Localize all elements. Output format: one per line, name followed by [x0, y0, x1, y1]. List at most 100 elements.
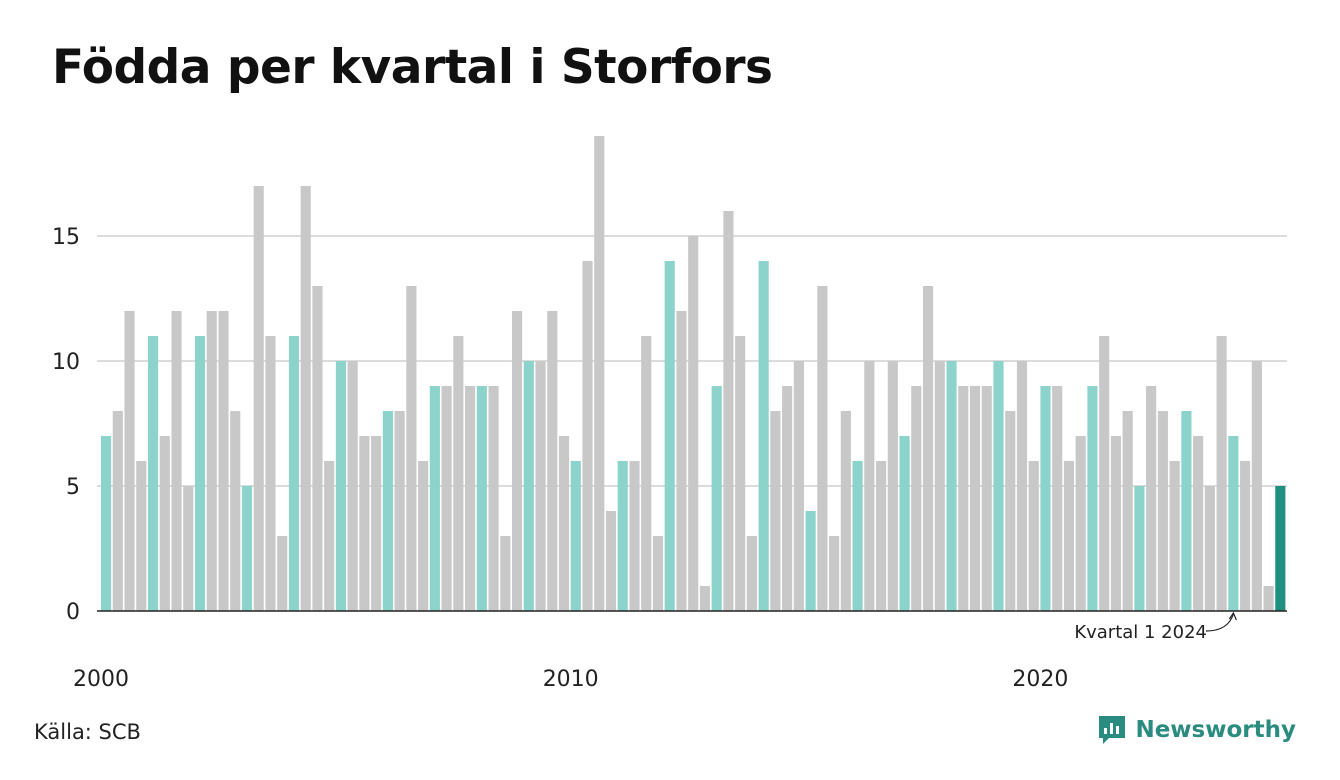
bar — [1216, 336, 1227, 611]
bar — [359, 436, 370, 611]
bar — [605, 511, 617, 611]
bar — [934, 361, 945, 611]
bar — [840, 411, 851, 611]
bar — [793, 361, 804, 611]
bar — [288, 336, 300, 611]
bar — [1193, 436, 1204, 611]
bar — [1005, 411, 1016, 611]
bar — [265, 336, 276, 611]
bar — [300, 186, 311, 611]
bar — [382, 411, 393, 611]
bar — [1122, 411, 1133, 611]
bar — [441, 386, 452, 611]
x-tick-label: 2000 — [73, 667, 129, 692]
bar — [1040, 386, 1051, 611]
bar — [723, 211, 734, 611]
bar — [101, 436, 112, 611]
x-tick-label: 2020 — [1012, 667, 1068, 692]
bar — [770, 411, 781, 611]
bar — [230, 411, 241, 611]
bar — [817, 286, 828, 611]
bar — [1204, 486, 1215, 611]
bar — [347, 361, 358, 611]
x-axis-labels: 2000 2010 2020 — [73, 667, 1068, 692]
y-axis-labels: 0 5 10 15 — [52, 225, 80, 625]
chart-title: Födda per kvartal i Storfors — [52, 40, 773, 95]
bar — [969, 386, 981, 611]
bar — [570, 461, 581, 611]
bar — [582, 261, 593, 611]
bar — [206, 311, 217, 611]
bar — [1169, 461, 1180, 611]
bar — [911, 386, 922, 611]
bar — [899, 436, 910, 611]
bar — [746, 536, 757, 611]
bar — [1087, 386, 1098, 611]
bar — [147, 336, 159, 611]
bar — [676, 311, 687, 611]
bar — [406, 286, 417, 611]
annotation-label: Kvartal 1 2024 — [1074, 622, 1207, 643]
bar — [335, 361, 346, 611]
bar — [253, 186, 264, 611]
bar — [688, 236, 699, 611]
bar — [1110, 436, 1121, 611]
bar — [465, 386, 476, 611]
brand-logo: Newsworthy — [1097, 714, 1296, 746]
x-tick-label: 2010 — [543, 667, 599, 692]
bar — [1228, 436, 1239, 611]
bar — [124, 311, 135, 611]
bar — [371, 436, 382, 611]
bar — [1063, 461, 1075, 611]
bar — [958, 386, 969, 611]
bar — [1099, 336, 1110, 611]
bar — [876, 461, 887, 611]
bar — [241, 486, 253, 611]
bar — [887, 361, 898, 611]
bar — [1028, 461, 1039, 611]
y-tick-label: 15 — [52, 225, 80, 250]
bar — [664, 261, 675, 611]
bar — [535, 361, 546, 611]
y-tick-label: 0 — [66, 600, 80, 625]
bar — [864, 361, 875, 611]
bar — [805, 511, 816, 611]
bar — [429, 386, 440, 611]
bar — [112, 411, 123, 611]
bar — [758, 261, 769, 611]
bar — [922, 286, 934, 611]
annotation-arrowhead — [1228, 611, 1237, 621]
bar — [1251, 361, 1262, 611]
bar — [1240, 461, 1251, 611]
brand-name: Newsworthy — [1135, 717, 1296, 743]
bar — [558, 436, 570, 611]
bar — [218, 311, 229, 611]
bar — [629, 461, 640, 611]
bar — [852, 461, 863, 611]
bar — [453, 336, 464, 611]
bar — [1181, 411, 1192, 611]
bar — [523, 361, 534, 611]
bar — [183, 486, 194, 611]
bar — [1052, 386, 1063, 611]
bar — [277, 536, 288, 611]
bar — [312, 286, 323, 611]
bar — [394, 411, 405, 611]
bar — [617, 461, 628, 611]
bar — [829, 536, 840, 611]
bar — [652, 536, 664, 611]
bar — [711, 386, 722, 611]
bar — [511, 311, 523, 611]
bar — [1016, 361, 1028, 611]
bars — [101, 136, 1286, 611]
bar — [782, 386, 793, 611]
bar — [946, 361, 957, 611]
bar — [1075, 436, 1086, 611]
bar — [476, 386, 487, 611]
bar — [324, 461, 335, 611]
bar — [171, 311, 182, 611]
bar — [159, 436, 170, 611]
y-tick-label: 10 — [52, 350, 80, 375]
bar — [488, 386, 499, 611]
bar — [194, 336, 206, 611]
